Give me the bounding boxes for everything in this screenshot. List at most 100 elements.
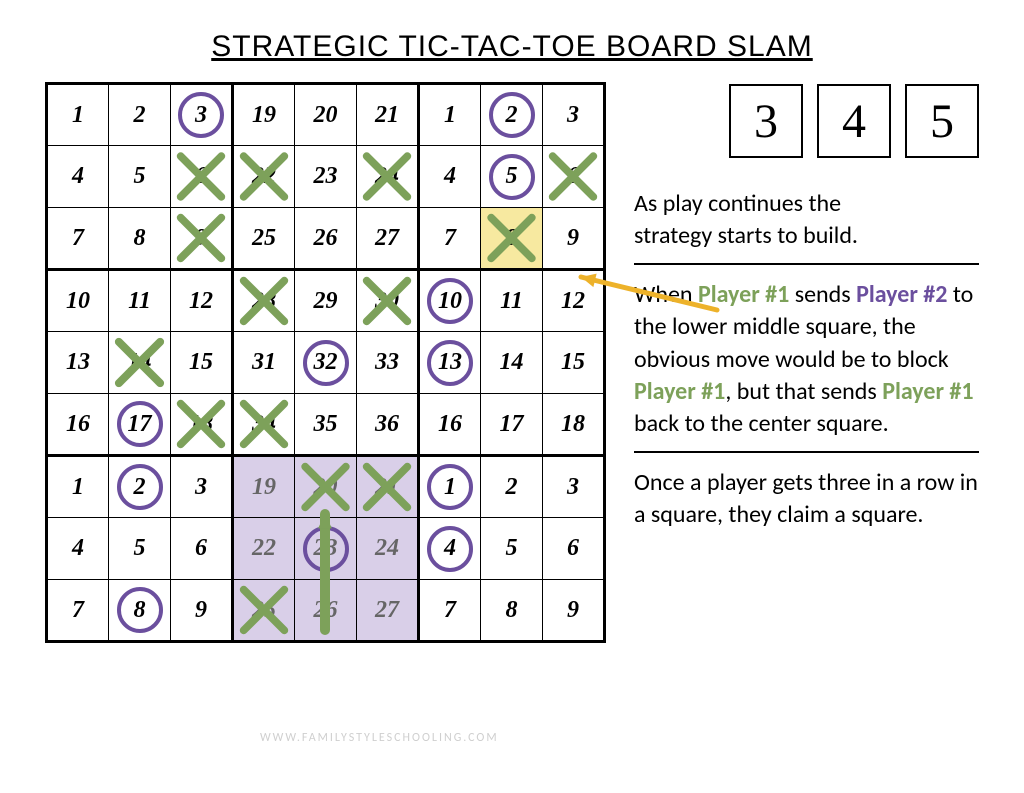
cell: 15 (171, 332, 233, 394)
circle-mark (109, 394, 170, 454)
cell: 4 (47, 146, 109, 208)
cell: 21 (357, 84, 419, 146)
player-ref-p1: Player #1 (634, 377, 725, 406)
x-mark (234, 271, 294, 331)
cell: 4 (419, 518, 481, 580)
cell: 6 (543, 146, 605, 208)
board-wrapper: 1231920211234562223244567892526277891011… (45, 82, 606, 643)
cell: 26 (295, 208, 357, 270)
cell: 31 (233, 332, 295, 394)
cell: 36 (357, 394, 419, 456)
text-run: back to the center square. (634, 409, 889, 438)
cell: 20 (295, 456, 357, 518)
cell: 11 (481, 270, 543, 332)
cell: 4 (419, 146, 481, 208)
cell: 32 (295, 332, 357, 394)
player-ref-p2: Player #2 (856, 280, 947, 309)
cell: 5 (481, 518, 543, 580)
cell: 3 (171, 84, 233, 146)
player-ref-p1: Player #1 (882, 377, 973, 406)
cell: 2 (481, 84, 543, 146)
cell: 15 (543, 332, 605, 394)
x-mark (234, 394, 294, 454)
cell: 6 (171, 146, 233, 208)
circle-mark (420, 457, 480, 517)
game-board: 1231920211234562223244567892526277891011… (45, 82, 606, 643)
caption-1: As play continues the strategy starts to… (634, 188, 979, 253)
cell: 17 (109, 394, 171, 456)
sidebar: 3 4 5 As play continues the strategy sta… (634, 82, 979, 542)
x-mark (234, 580, 294, 640)
x-mark (171, 146, 231, 207)
cell: 34 (233, 394, 295, 456)
cell: 24 (357, 518, 419, 580)
caption-1b: strategy starts to build. (634, 221, 858, 250)
cell: 1 (419, 84, 481, 146)
cell: 6 (543, 518, 605, 580)
x-mark (171, 394, 231, 454)
cell: 33 (357, 332, 419, 394)
cell: 26 (295, 580, 357, 642)
cell: 25 (233, 208, 295, 270)
circle-mark (109, 457, 170, 517)
cell: 13 (419, 332, 481, 394)
circle-mark (481, 85, 542, 145)
caption-1a: As play continues the (634, 189, 841, 218)
x-mark (171, 208, 231, 268)
circle-mark (295, 518, 356, 579)
page-title: STRATEGIC TIC-TAC-TOE BOARD SLAM (45, 30, 979, 64)
cell: 9 (171, 580, 233, 642)
player-ref-p1: Player #1 (698, 280, 789, 309)
cell: 23 (295, 146, 357, 208)
text-run: sends (789, 280, 856, 309)
cell: 1 (47, 84, 109, 146)
cell: 29 (295, 270, 357, 332)
x-mark (357, 271, 417, 331)
cell: 8 (481, 208, 543, 270)
cell: 7 (47, 580, 109, 642)
x-mark (109, 332, 170, 393)
circle-mark (481, 146, 542, 207)
cell: 6 (171, 518, 233, 580)
cell: 10 (47, 270, 109, 332)
cell: 5 (109, 518, 171, 580)
x-mark (357, 146, 417, 207)
circle-mark (420, 518, 480, 579)
x-mark (295, 457, 356, 517)
cell: 12 (171, 270, 233, 332)
cell: 21 (357, 456, 419, 518)
cell: 2 (109, 84, 171, 146)
circle-mark (109, 580, 170, 640)
cell: 8 (109, 208, 171, 270)
cell: 27 (357, 208, 419, 270)
cell: 18 (171, 394, 233, 456)
cell: 2 (481, 456, 543, 518)
cell: 22 (233, 146, 295, 208)
footer-url: WWW.FAMILYSTYLESCHOOLING.COM (260, 731, 499, 745)
cell: 17 (481, 394, 543, 456)
cell: 13 (47, 332, 109, 394)
cell: 1 (419, 456, 481, 518)
caption-2: When Player #1 sends Player #2 to the lo… (634, 279, 979, 441)
cell: 18 (543, 394, 605, 456)
x-mark (481, 208, 542, 268)
cell: 5 (481, 146, 543, 208)
divider-2 (634, 451, 979, 453)
cell: 16 (419, 394, 481, 456)
cell: 14 (481, 332, 543, 394)
cell: 10 (419, 270, 481, 332)
cell: 11 (109, 270, 171, 332)
circle-mark (171, 85, 231, 145)
cell: 7 (419, 580, 481, 642)
cell: 9 (543, 580, 605, 642)
divider-1 (634, 263, 979, 265)
cell: 16 (47, 394, 109, 456)
dice-row: 3 4 5 (634, 84, 979, 158)
cell: 30 (357, 270, 419, 332)
cell: 23 (295, 518, 357, 580)
cell: 3 (543, 84, 605, 146)
cell: 3 (171, 456, 233, 518)
cell: 12 (543, 270, 605, 332)
die-1: 3 (729, 84, 803, 158)
text-run: , but that sends (725, 377, 882, 406)
